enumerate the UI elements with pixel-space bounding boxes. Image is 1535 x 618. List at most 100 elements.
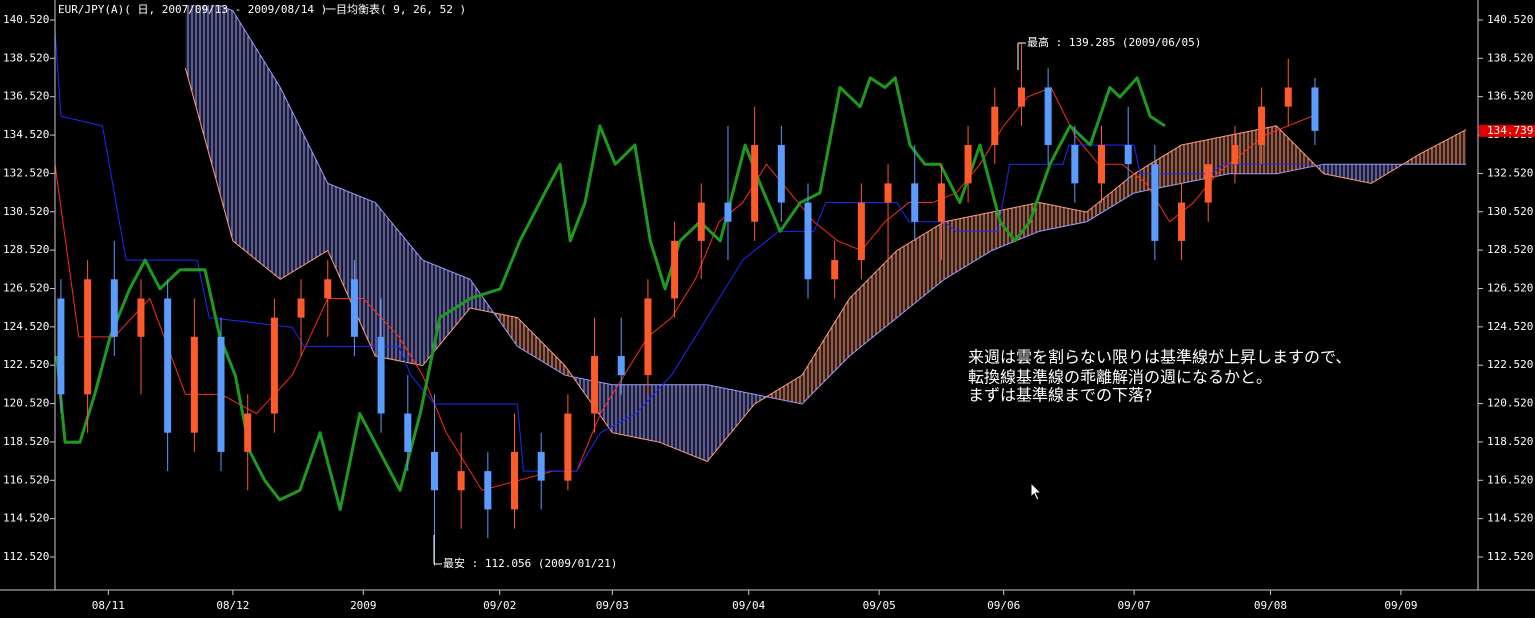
candle-body [110, 279, 118, 337]
candle-body [164, 298, 172, 433]
candle-body [217, 336, 225, 452]
candle-body [751, 145, 759, 222]
candle-body [404, 413, 412, 452]
candle-body [57, 298, 65, 395]
x-tick-label: 08/11 [92, 599, 125, 612]
y-tick-label: 136.520 [3, 90, 49, 103]
cloud-fill [375, 202, 423, 366]
candle-body [457, 471, 465, 491]
candle-body [84, 279, 92, 395]
candle-body [537, 451, 545, 481]
y-tick-label: 126.520 [1487, 281, 1533, 294]
candle-body [644, 298, 652, 376]
cloud-fill [185, 5, 233, 241]
cloud-fill [802, 298, 850, 404]
y-tick-label: 116.520 [1487, 473, 1533, 486]
y-tick-label: 130.520 [3, 205, 49, 218]
cloud-span [184, 68, 1467, 463]
candle-body [777, 145, 785, 203]
indicator-line [55, 76, 1166, 511]
last-price-box [1479, 124, 1535, 137]
candle-body [697, 202, 705, 241]
high-note: 最高 : 139.285 (2009/06/05) [1027, 35, 1201, 49]
candle-body [1258, 106, 1266, 146]
y-tick-label: 114.520 [3, 512, 49, 525]
x-tick-label: 2009 [350, 599, 377, 612]
x-tick-label: 09/05 [863, 599, 896, 612]
candle-body [244, 413, 252, 452]
candle-body [1097, 145, 1105, 184]
candle-body [591, 356, 599, 414]
indicator-line [55, 29, 1312, 472]
y-tick-label: 138.520 [1487, 51, 1533, 64]
candle-body [564, 413, 572, 481]
candle-body [484, 471, 492, 510]
x-tick-label: 09/07 [1118, 599, 1151, 612]
mouse-cursor [1030, 481, 1043, 501]
candle-body [511, 451, 519, 510]
y-tick-label: 116.520 [3, 473, 49, 486]
indicator-label: 一目均衡表( 9, 26, 52 ) [325, 2, 466, 16]
cloud-fill [517, 317, 565, 376]
cloud-fill [1181, 135, 1229, 184]
y-tick-label: 112.520 [1487, 550, 1533, 563]
candle-body [1071, 145, 1079, 184]
y-tick-label: 124.520 [3, 320, 49, 333]
y-tick-label: 128.520 [3, 243, 49, 256]
candle-body [1178, 202, 1186, 241]
chart-title: EUR/JPY(A)( 日, 2007/09/13 - 2009/08/14 ) [58, 3, 327, 16]
y-tick-label: 140.520 [3, 13, 49, 26]
y-tick-label: 130.520 [1487, 205, 1533, 218]
y-tick-label: 138.520 [3, 51, 49, 64]
y-tick-label: 118.520 [3, 435, 49, 448]
comment-line: 来週は雲を割らない限りは基準線が上昇しますので、 [968, 348, 1351, 367]
candle-body [911, 183, 919, 222]
candle-body [617, 356, 625, 376]
low-note: 最安 : 112.056 (2009/01/21) [443, 556, 617, 570]
candle-body [137, 298, 145, 337]
axes: 112.520 112.520 114.520 114.520 116.520 116.5… [3, 13, 1535, 612]
candle-body [1151, 164, 1159, 241]
candle-body [884, 183, 892, 203]
candle-body [1231, 145, 1239, 165]
x-tick-label: 09/09 [1384, 599, 1417, 612]
candle-body [937, 183, 945, 222]
candle-body [1204, 164, 1212, 203]
candle-body [1284, 87, 1292, 107]
y-tick-label: 118.520 [1487, 435, 1533, 448]
y-tick-label: 124.520 [1487, 320, 1533, 333]
comment-line: まずは基準線までの下落? [968, 386, 1153, 405]
candle-body [1044, 87, 1052, 146]
candle-body [857, 202, 865, 261]
candle-body [991, 106, 999, 146]
candle-body [324, 279, 332, 299]
candles [57, 43, 1319, 566]
cloud-fill [896, 221, 945, 318]
x-tick-label: 09/03 [596, 599, 629, 612]
y-tick-label: 120.520 [3, 397, 49, 410]
candle-body [377, 336, 385, 414]
candle-body [804, 202, 812, 280]
y-tick-label: 112.520 [3, 550, 49, 563]
cloud-fill [1418, 129, 1467, 165]
candle-body [724, 202, 732, 222]
candle-body [831, 260, 839, 280]
x-tick-label: 09/06 [987, 599, 1020, 612]
cloud-fill [707, 384, 755, 462]
x-tick-label: 09/02 [483, 599, 516, 612]
candle-body [671, 240, 679, 299]
y-tick-label: 122.520 [1487, 358, 1533, 371]
candle-body [190, 336, 198, 433]
y-tick-label: 132.520 [1487, 166, 1533, 179]
y-tick-label: 120.520 [1487, 397, 1533, 410]
y-tick-label: 134.520 [3, 128, 49, 141]
cloud-fill [1086, 173, 1135, 222]
y-tick-label: 114.520 [1487, 512, 1533, 525]
y-tick-label: 140.520 [1487, 13, 1533, 26]
candle-body [964, 145, 972, 184]
candle-body [350, 279, 358, 337]
candle-body [430, 451, 438, 491]
cloud-fill [849, 250, 897, 356]
